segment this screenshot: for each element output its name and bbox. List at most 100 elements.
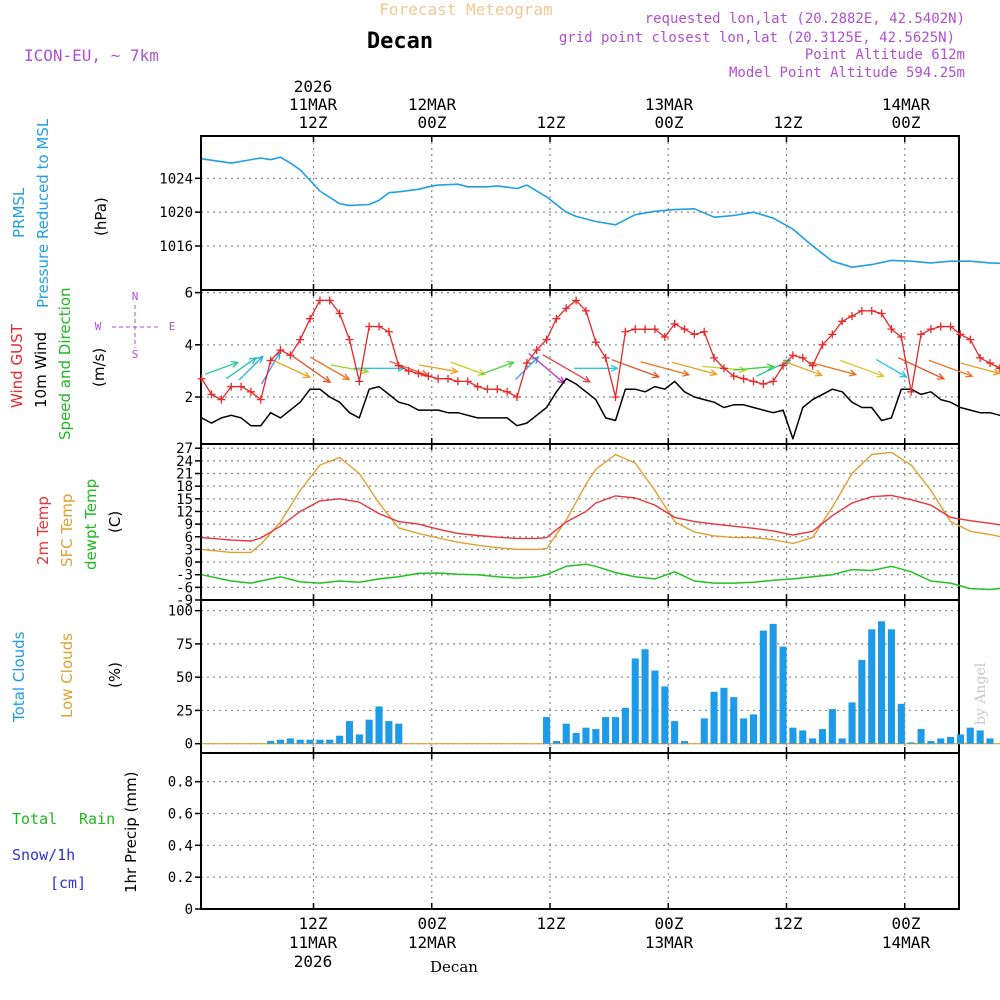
cloud-bar-78 [966, 727, 974, 744]
top-tick-12z-1: 12Z [299, 113, 328, 132]
gust-marker-38 [572, 296, 581, 305]
ytick-label-2-8: 15 [176, 492, 193, 508]
wind-arrow-30 [991, 364, 1000, 368]
wind-arrow-19 [671, 361, 717, 375]
wind-arrow-head-9 [420, 369, 430, 377]
gust-marker-75 [936, 322, 945, 331]
temp-label-2m: 2m Temp [34, 496, 52, 565]
gust-marker-32 [512, 393, 521, 402]
cloud-bar-20 [395, 723, 403, 744]
wind-arrow-6 [310, 356, 350, 381]
top-tick-00z-3: 00Z [892, 113, 921, 132]
cloud-bar-52 [710, 691, 718, 744]
wind-arrow-head-12 [506, 360, 515, 368]
ytick-label-4-2: 0.4 [168, 838, 193, 854]
cloud-bar-71 [897, 703, 905, 744]
gust-marker-63 [818, 340, 827, 349]
cloud-bar-60 [789, 727, 797, 744]
credit-watermark: by Angel [973, 662, 989, 725]
wind-arrow-head-4 [302, 371, 312, 379]
cloud-bar-59 [779, 646, 787, 744]
pressure-unit: (hPa) [92, 197, 110, 236]
cloud-bar-74 [927, 741, 935, 744]
gust-marker-30 [493, 385, 502, 394]
wind-arrow-23 [783, 360, 822, 376]
wind-arrow-head-19 [709, 369, 719, 377]
wind-arrow-head-22 [783, 359, 792, 367]
bottom-tick-12z-2: 12Z [537, 914, 566, 933]
wind-arrow-17 [611, 359, 660, 378]
ytick-label-2-10: 21 [176, 467, 193, 483]
clouds-label-total: Total Clouds [10, 631, 28, 723]
top-date-13mar: 13MAR [645, 95, 694, 114]
cloud-bar-42 [612, 717, 620, 744]
gust-marker-18 [375, 322, 384, 331]
ytick-label-2-5: 6 [185, 530, 193, 546]
wind-label-gust: Wind GUST [8, 323, 26, 408]
top-tick-12z-3: 12Z [774, 113, 803, 132]
gust-marker-8 [276, 346, 285, 355]
ytick-label-2-0: -9 [176, 593, 193, 609]
ytick-label-2-12: 27 [176, 441, 193, 457]
gust-marker-55 [739, 374, 748, 383]
top-date-11mar: 11MAR [289, 95, 338, 114]
bottom-tick-12z-1: 12Z [299, 914, 328, 933]
gust-marker-44 [631, 325, 640, 334]
gust-marker-79 [976, 353, 985, 362]
gust-marker-57 [759, 379, 768, 388]
cloud-bar-55 [740, 718, 748, 744]
precip-label-total: Total [12, 810, 57, 828]
ytick-label-4-3: 0.6 [168, 806, 193, 822]
gust-marker-36 [552, 314, 561, 323]
cloud-bar-67 [858, 659, 866, 744]
gust-marker-19 [384, 327, 393, 336]
wind-arrow-head-25 [876, 370, 885, 378]
pressure-label-desc: Pressure Reduced to MSL [34, 118, 52, 308]
wind-arrow-head-24 [848, 369, 858, 377]
ytick-label-4-4: 0.8 [168, 775, 193, 791]
gust-marker-61 [798, 353, 807, 362]
wind-arrow-head-27 [936, 373, 946, 380]
gust-marker-13 [325, 296, 334, 305]
gust-marker-16 [355, 377, 364, 386]
cloud-bar-62 [809, 738, 817, 744]
cloud-bar-39 [582, 727, 590, 744]
cloud-bar-47 [661, 686, 669, 744]
cloud-bar-44 [631, 658, 639, 744]
cloud-bar-9 [286, 738, 294, 744]
cloud-bar-17 [365, 719, 373, 744]
bottom-tick-00z-2: 00Z [655, 914, 684, 933]
cloud-bar-64 [828, 709, 836, 744]
ytick-label-2-7: 12 [176, 504, 193, 520]
gust-marker-12 [315, 296, 324, 305]
gust-marker-69 [877, 309, 886, 318]
wind-arrow-12 [480, 361, 514, 375]
point-altitude: Point Altitude 612m [805, 47, 965, 63]
top-tick-12z-2: 12Z [537, 113, 566, 132]
ytick-label-3-0: 0 [185, 737, 193, 753]
precip-label-snow-unit: [cm] [50, 874, 86, 892]
pressure-label-prmsl: PRMSL [10, 187, 28, 238]
gust-marker-45 [641, 325, 650, 334]
gust-marker-27 [463, 377, 472, 386]
gust-marker-29 [483, 385, 492, 394]
gust-marker-41 [601, 353, 610, 362]
compass-s: S [132, 348, 139, 361]
cloud-bar-58 [769, 623, 777, 744]
cloud-bar-73 [917, 729, 925, 744]
gust-marker-33 [522, 359, 531, 368]
gust-marker-70 [887, 325, 896, 334]
wind-label-10m: 10m Wind [32, 332, 50, 408]
gust-marker-48 [670, 319, 679, 328]
clouds-panel: 0 25 50 75 100 [168, 599, 1000, 754]
wind-arrow-2 [238, 356, 264, 381]
panel-frame-3 [200, 599, 960, 754]
ytick-label-2-11: 24 [176, 454, 193, 470]
gust-marker-5 [246, 387, 255, 396]
wind-arrow-1 [225, 357, 257, 380]
cloud-bar-63 [818, 729, 826, 744]
wind-arrow-head-17 [651, 371, 661, 379]
top-tick-00z-2: 00Z [655, 113, 684, 132]
panel-frame-1 [200, 289, 960, 445]
